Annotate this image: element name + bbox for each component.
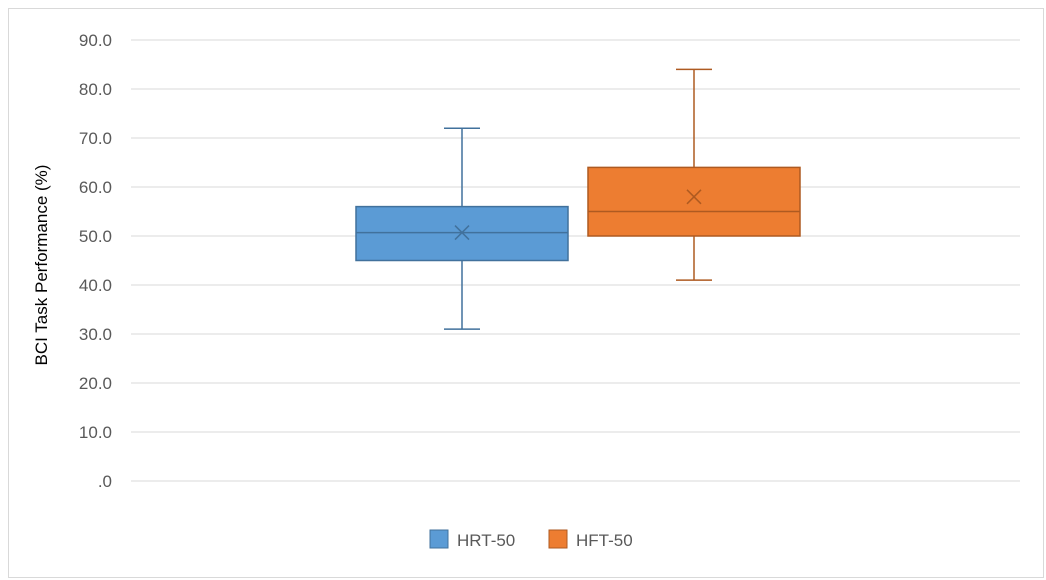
chart-frame xyxy=(8,8,1044,578)
legend-label: HRT-50 xyxy=(457,531,515,550)
legend-swatch xyxy=(429,529,449,549)
legend: HRT-50 HFT-50 xyxy=(429,529,633,550)
y-tick-label: 20.0 xyxy=(79,374,112,393)
iqr-box xyxy=(587,166,801,237)
y-tick-label: 30.0 xyxy=(79,325,112,344)
y-tick-label: 60.0 xyxy=(79,178,112,197)
y-tick-label: 50.0 xyxy=(79,227,112,246)
boxes xyxy=(355,68,801,330)
legend-label: HFT-50 xyxy=(576,531,633,550)
gridlines xyxy=(131,39,1020,482)
y-tick-label: 90.0 xyxy=(79,31,112,50)
mean-marker xyxy=(686,189,702,205)
y-tick-label: 40.0 xyxy=(79,276,112,295)
y-axis-title: BCI Task Performance (%) xyxy=(32,165,51,366)
y-tick-label: 10.0 xyxy=(79,423,112,442)
legend-swatch xyxy=(548,529,568,549)
legend-item-hrt-50: HRT-50 xyxy=(429,529,515,550)
box-hft-50 xyxy=(587,68,801,281)
y-tick-labels: .0 10.0 20.0 30.0 40.0 50.0 60.0 70.0 80.0 90.0 xyxy=(79,31,112,491)
mean-marker xyxy=(454,225,470,241)
y-tick-label: .0 xyxy=(98,472,112,491)
y-tick-label: 80.0 xyxy=(79,80,112,99)
legend-item-hft-50: HFT-50 xyxy=(548,529,633,550)
box-hrt-50 xyxy=(355,127,569,330)
y-tick-label: 70.0 xyxy=(79,129,112,148)
